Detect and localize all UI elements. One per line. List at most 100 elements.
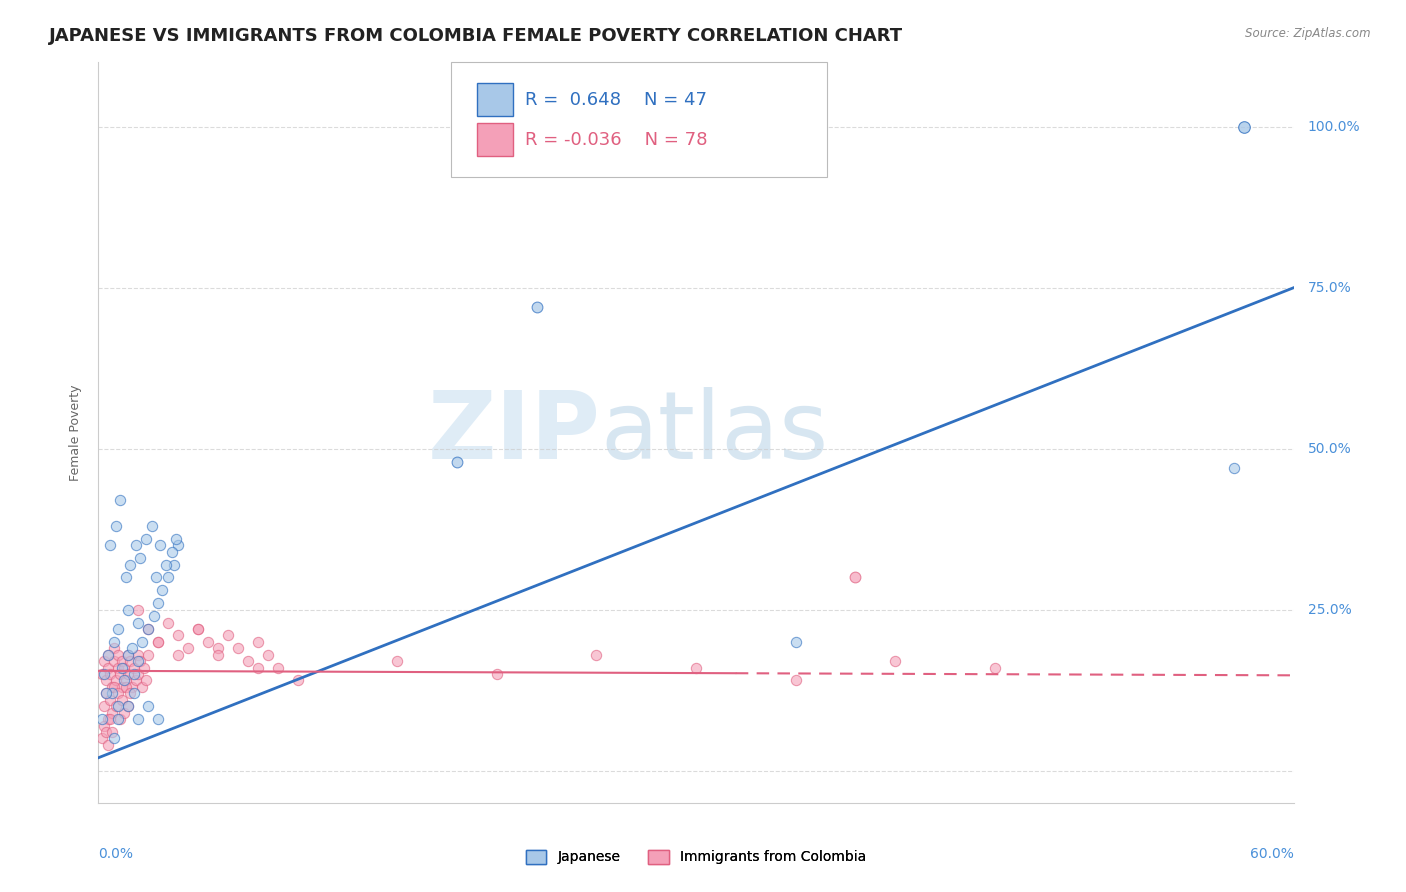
Point	[1222, 461, 1246, 475]
Text: Source: ZipAtlas.com: Source: ZipAtlas.com	[1246, 27, 1371, 40]
Point	[157, 615, 180, 630]
Point	[97, 712, 120, 726]
Point	[117, 602, 139, 616]
Text: R = -0.036    N = 78: R = -0.036 N = 78	[524, 131, 707, 149]
Point	[148, 635, 170, 649]
Point	[112, 660, 135, 674]
FancyBboxPatch shape	[477, 83, 513, 117]
Point	[385, 654, 409, 668]
Text: 50.0%: 50.0%	[1308, 442, 1351, 456]
Point	[98, 538, 122, 552]
Point	[167, 538, 190, 552]
Point	[112, 706, 135, 720]
Point	[115, 673, 138, 688]
Point	[96, 686, 118, 700]
Point	[101, 680, 124, 694]
Point	[107, 686, 129, 700]
Point	[117, 667, 139, 681]
Point	[111, 660, 134, 674]
Text: ZIP: ZIP	[427, 386, 600, 479]
Point	[129, 654, 152, 668]
Point	[155, 558, 177, 572]
Point	[101, 706, 124, 720]
Legend: Japanese, Immigrants from Colombia: Japanese, Immigrants from Colombia	[520, 844, 872, 870]
Point	[267, 660, 290, 674]
Point	[96, 673, 118, 688]
Point	[148, 712, 170, 726]
Point	[135, 673, 157, 688]
Point	[187, 622, 209, 636]
Point	[127, 602, 149, 616]
Point	[110, 493, 132, 508]
Point	[91, 712, 114, 726]
Point	[125, 538, 148, 552]
Point	[149, 538, 172, 552]
Point	[107, 648, 129, 662]
Point	[124, 667, 146, 681]
Point	[93, 654, 115, 668]
Point	[117, 648, 139, 662]
Text: R =  0.648    N = 47: R = 0.648 N = 47	[524, 91, 707, 109]
Text: 0.0%: 0.0%	[98, 847, 134, 861]
Point	[485, 667, 508, 681]
Point	[96, 686, 118, 700]
Point	[884, 654, 907, 668]
Point	[124, 686, 146, 700]
FancyBboxPatch shape	[477, 123, 513, 156]
Point	[446, 454, 468, 468]
Point	[148, 635, 170, 649]
Point	[136, 622, 159, 636]
Point	[98, 712, 122, 726]
Point	[103, 680, 125, 694]
Point	[148, 596, 170, 610]
Text: 100.0%: 100.0%	[1308, 120, 1361, 134]
Point	[91, 667, 114, 681]
Point	[127, 648, 149, 662]
Point	[103, 654, 125, 668]
Point	[115, 680, 138, 694]
Point	[217, 628, 239, 642]
Point	[127, 712, 149, 726]
Point	[141, 519, 163, 533]
Point	[197, 635, 219, 649]
Point	[143, 609, 166, 624]
Point	[103, 641, 125, 656]
Point	[97, 660, 120, 674]
Point	[107, 712, 129, 726]
Point	[105, 673, 128, 688]
Point	[98, 667, 122, 681]
Point	[117, 699, 139, 714]
Point	[117, 648, 139, 662]
Point	[117, 699, 139, 714]
Text: 60.0%: 60.0%	[1250, 847, 1294, 861]
Point	[127, 667, 149, 681]
Point	[165, 532, 187, 546]
Point	[136, 699, 159, 714]
Point	[167, 648, 190, 662]
Point	[111, 654, 134, 668]
Point	[785, 635, 807, 649]
Point	[207, 648, 229, 662]
Text: JAPANESE VS IMMIGRANTS FROM COLOMBIA FEMALE POVERTY CORRELATION CHART: JAPANESE VS IMMIGRANTS FROM COLOMBIA FEM…	[49, 27, 903, 45]
Point	[207, 641, 229, 656]
Point	[96, 725, 118, 739]
Point	[105, 699, 128, 714]
Point	[101, 686, 124, 700]
Text: 25.0%: 25.0%	[1308, 603, 1351, 616]
Text: 75.0%: 75.0%	[1308, 281, 1351, 294]
Point	[107, 622, 129, 636]
Point	[97, 648, 120, 662]
Point	[145, 570, 167, 584]
Point	[127, 654, 149, 668]
Point	[150, 583, 173, 598]
Point	[103, 731, 125, 746]
Point	[93, 699, 115, 714]
Point	[1233, 120, 1256, 134]
Point	[685, 660, 707, 674]
Point	[121, 680, 143, 694]
Point	[167, 628, 190, 642]
Text: atlas: atlas	[600, 386, 828, 479]
Point	[585, 648, 607, 662]
Point	[163, 558, 186, 572]
Point	[93, 718, 115, 732]
